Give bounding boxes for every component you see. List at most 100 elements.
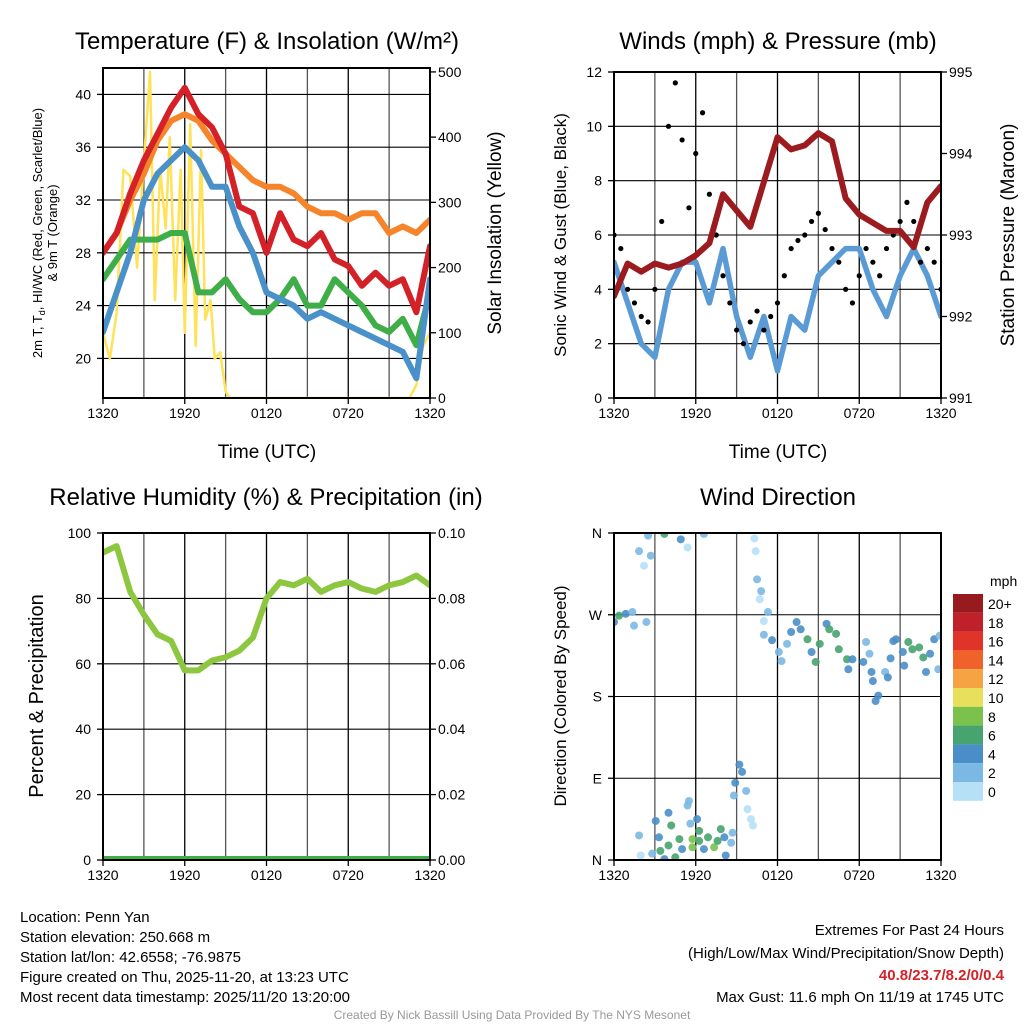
gust-point: [727, 300, 733, 306]
x-tick-label: 1320: [925, 867, 956, 883]
wind-direction-point: [859, 657, 868, 666]
wind-direction-point: [628, 608, 637, 617]
wind-y-label: Sonic Wind & Gust (Blue, Black): [551, 113, 570, 357]
speed-legend-title: mph: [990, 573, 1017, 589]
wind-direction-point: [750, 534, 759, 543]
colorbar-label: 2: [988, 765, 996, 781]
temperature-y-label: 2m T, Td, HI/WC (Red, Green, Scarlet/Blu…: [30, 108, 47, 358]
temperature-x-label: Time (UTC): [218, 442, 317, 463]
gust-point: [883, 245, 890, 252]
temperature-y-label-part1: 2m T, T: [30, 315, 45, 358]
direction-data: [614, 533, 941, 860]
wind-direction-point: [922, 667, 931, 676]
x-tick-label: 1920: [169, 405, 200, 421]
x-tick-label: 0120: [762, 867, 793, 883]
wind-direction-point: [768, 636, 777, 645]
gust-point: [911, 218, 917, 225]
gust-point: [645, 319, 651, 325]
gust-point: [693, 150, 699, 157]
colorbar-label: 12: [988, 671, 1004, 687]
y-tick-label: W: [589, 607, 603, 623]
wind-direction-point: [660, 855, 669, 860]
wind-direction-point: [862, 638, 871, 646]
temperature-data: [103, 70, 430, 398]
gust-point: [843, 286, 849, 292]
gust-point: [618, 245, 624, 252]
colorbar-swatch: [953, 594, 983, 613]
wind-direction-point: [774, 647, 783, 656]
right-y-tick-label: 0.04: [438, 721, 465, 737]
gust-point: [740, 341, 747, 347]
insolation-y-label: Solar Insolation (Yellow): [485, 131, 506, 334]
x-tick-label: 0720: [844, 405, 875, 421]
wind-direction-point: [738, 767, 747, 776]
gust-point: [802, 232, 808, 238]
wind-direction-point: [656, 846, 665, 855]
gust-point: [720, 273, 726, 279]
colorbar-label: 8: [988, 709, 996, 725]
y-tick-label: 32: [75, 192, 91, 208]
right-y-tick-label: 994: [949, 146, 973, 162]
wind-direction-point: [735, 760, 744, 769]
right-y-tick-label: 991: [949, 390, 973, 406]
wind-direction-point: [742, 786, 751, 795]
x-tick-label: 0120: [251, 405, 282, 421]
wind-direction-point: [704, 833, 713, 842]
wind-direction-point: [635, 831, 644, 840]
wind-direction-point: [648, 849, 657, 858]
wind-direction-panel-title: Wind Direction: [700, 484, 856, 511]
humidity-line: [103, 543, 430, 674]
right-y-tick-label: 300: [438, 194, 462, 210]
gust-point: [924, 245, 930, 252]
wind-direction-point: [660, 533, 669, 538]
wind-direction-point: [834, 645, 843, 654]
humidity-y-label: Percent & Precipitation: [26, 594, 48, 797]
y-tick-label: 0: [594, 390, 602, 406]
x-tick-label: 1320: [598, 867, 629, 883]
gust-point: [761, 327, 767, 333]
wind-direction-point: [683, 543, 692, 552]
right-y-tick-label: 992: [949, 309, 973, 325]
right-y-tick-label: 0.00: [438, 852, 465, 868]
y-tick-label: 4: [594, 281, 602, 297]
wind-direction-point: [695, 836, 704, 845]
wind-direction-point: [746, 815, 755, 824]
x-tick-label: 1320: [598, 405, 629, 421]
wind-direction-point: [630, 621, 639, 630]
wind-direction-point: [651, 816, 660, 825]
x-tick-label: 0120: [251, 867, 282, 883]
wind-direction-point: [832, 629, 841, 638]
colorbar-label: 14: [988, 652, 1004, 668]
gust-point: [679, 137, 685, 143]
wind-direction-point: [919, 653, 928, 662]
right-y-tick-label: 100: [438, 325, 462, 341]
x-tick-label: 1920: [680, 867, 711, 883]
wind-direction-point: [898, 647, 907, 656]
wind-direction-point: [915, 643, 924, 652]
winds-data: [614, 80, 941, 374]
y-tick-label: 36: [75, 139, 91, 155]
gust-point: [686, 205, 692, 211]
wind-direction-point: [883, 673, 892, 682]
windchill-line: [103, 144, 430, 382]
t9m-line: [103, 111, 430, 256]
gust-point: [822, 226, 828, 233]
colorbar-swatch: [953, 744, 983, 764]
right-y-tick-label: 995: [949, 64, 973, 80]
wind-direction-point: [695, 826, 704, 835]
right-y-tick-label: 0.06: [438, 656, 465, 672]
credit-text: Created By Nick Bassill Using Data Provi…: [334, 1008, 691, 1022]
gust-point: [836, 259, 842, 265]
wind-direction-point: [721, 851, 730, 860]
y-tick-label: 2: [594, 336, 602, 352]
wind-direction-point: [892, 635, 901, 644]
y-tick-label: 8: [594, 173, 602, 189]
winds-panel-title: Winds (mph) & Pressure (mb): [619, 28, 936, 55]
wind-direction-point: [755, 595, 764, 604]
y-tick-label: S: [593, 689, 602, 705]
y-tick-label: 40: [75, 721, 91, 737]
gust-point: [625, 286, 631, 292]
temperature-y-label-line2: & 9m T (Orange): [45, 184, 60, 281]
wind-direction-point: [728, 828, 737, 837]
